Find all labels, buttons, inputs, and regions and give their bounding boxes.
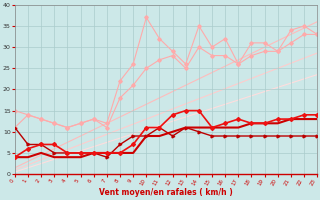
X-axis label: Vent moyen/en rafales ( km/h ): Vent moyen/en rafales ( km/h ) (99, 188, 233, 197)
